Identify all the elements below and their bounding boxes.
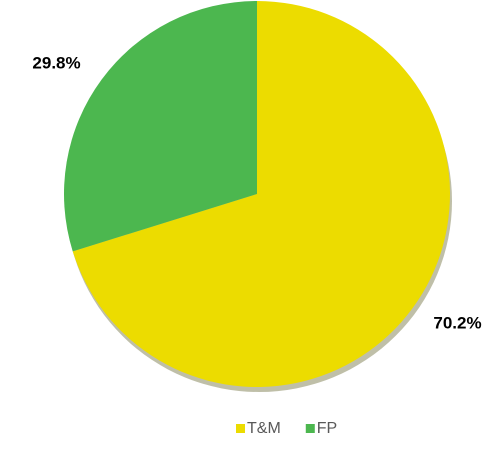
legend-label: T&M (247, 420, 281, 437)
labels: 70.2% 29.8% (32, 54, 481, 333)
legend: T&M FP (236, 420, 337, 437)
pie-slice (72, 1, 450, 387)
data-label: 29.8% (32, 54, 80, 73)
data-label: 70.2% (433, 313, 481, 332)
legend-swatch (305, 424, 315, 433)
slices (64, 1, 450, 387)
legend-label: FP (317, 420, 337, 437)
legend-swatch (236, 424, 245, 433)
pie-slice (64, 1, 257, 252)
